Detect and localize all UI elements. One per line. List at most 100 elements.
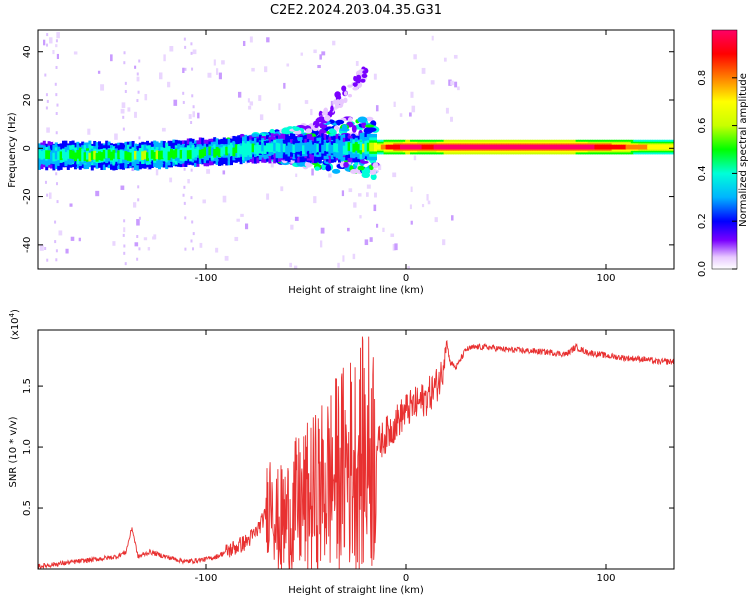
spectrogram-ridge-cell xyxy=(218,148,221,158)
spectrogram-speckle xyxy=(121,102,126,108)
spectrogram-speckle xyxy=(399,113,403,117)
figure-title: C2E2.2024.203.04.35.G31 xyxy=(270,3,442,18)
spectrogram-speckle xyxy=(202,199,206,204)
spectrogram-speckle xyxy=(123,61,126,65)
spectrogram-speckle xyxy=(221,60,225,65)
spectrogram-speckle xyxy=(169,177,173,183)
spectrogram-speckle xyxy=(182,67,185,74)
spectrogram-speckle xyxy=(192,247,195,251)
spectrogram-speckle xyxy=(122,127,125,131)
colorbar-tick-label: 0.4 xyxy=(697,165,708,181)
spectrogram-ridge-core xyxy=(380,144,384,150)
spectrogram-speckle xyxy=(390,233,395,237)
spectrogram-ridge-core xyxy=(493,144,497,150)
spectrogram-speckle xyxy=(286,63,290,67)
spectrogram-speckle xyxy=(377,164,382,171)
spectrogram-ridge-core xyxy=(534,144,538,150)
spectrogram-ridge-cell xyxy=(347,142,351,151)
spectrogram-ridge-core xyxy=(649,144,653,150)
spectrogram-speckle xyxy=(192,49,197,55)
spectrogram-speckle xyxy=(46,127,50,133)
spectrogram-speckle xyxy=(247,98,250,103)
spectrogram-ridge-core xyxy=(455,144,459,150)
spectrogram-ridge-cell xyxy=(153,151,157,161)
spectrogram-ridge-core xyxy=(582,144,586,150)
spectrogram-speckle xyxy=(137,90,140,94)
spectrogram-ridge-core xyxy=(383,144,387,150)
spectrogram-ridge-core xyxy=(587,144,591,150)
spectrogram-ridge-core xyxy=(640,144,643,150)
spectrogram-speckle xyxy=(56,182,59,186)
spectrogram-ridge-core xyxy=(402,144,406,150)
spectrogram-ridge-cell xyxy=(357,144,361,153)
spectrogram-ridge-cell xyxy=(107,149,111,159)
spectrogram-blob xyxy=(317,116,325,123)
spectrogram-ridge-cell xyxy=(251,143,255,153)
spectrogram-blob xyxy=(336,120,341,126)
spectrogram-ridge-cell xyxy=(369,142,373,152)
spectrogram-ridge-core xyxy=(570,144,574,150)
spectrogram-blob xyxy=(347,84,353,88)
spectrogram-speckle xyxy=(251,67,255,72)
spectrogram-ridge-core xyxy=(464,144,468,150)
spectrogram-speckle xyxy=(190,168,193,172)
spectrogram-speckle xyxy=(190,42,193,46)
spectrogram-speckle xyxy=(355,61,359,66)
spectrogram-ridge-cell xyxy=(184,147,188,157)
spectrogram-speckle xyxy=(55,39,58,43)
spectrogram-ridge-core xyxy=(637,144,641,150)
spectrogram-speckle xyxy=(270,161,274,168)
spectrogram-speckle xyxy=(54,240,57,244)
spectrogram-speckle xyxy=(54,220,57,224)
spectrogram-ridge-cell xyxy=(138,152,142,162)
spectrogram-ridge-cell xyxy=(220,147,224,157)
spectrogram-ridge-cell xyxy=(374,142,377,152)
spectrogram-speckle xyxy=(184,216,187,220)
spectrogram-speckle xyxy=(234,236,239,242)
spectrogram-ridge-core xyxy=(635,144,639,150)
snr-ytick-label: 1.5 xyxy=(22,378,33,394)
spectrogram-ridge-core xyxy=(580,144,583,150)
spectrogram-blob xyxy=(331,168,341,174)
spectrogram-speckle xyxy=(218,72,222,80)
snr-xlabel: Height of straight line (km) xyxy=(288,585,424,596)
spectrogram-ridge-cell xyxy=(86,150,89,160)
spectrogram-ridge-cell xyxy=(278,143,281,153)
spectrogram-ridge-cell xyxy=(282,143,286,153)
spectrogram-speckle xyxy=(87,128,91,135)
spectrogram-speckle xyxy=(289,262,293,268)
spectrogram-ridge-core xyxy=(592,144,595,150)
spectrogram-ridge-core xyxy=(460,144,463,150)
snr-xtick-label: 0 xyxy=(403,573,409,584)
spectrogram-ridge-cell xyxy=(215,146,219,156)
spectrogram-speckle xyxy=(434,217,438,223)
spectrogram-speckle xyxy=(182,91,185,95)
colorbar-tick-label: 0.2 xyxy=(697,213,708,229)
spectrogram-ridge-core xyxy=(608,144,612,150)
spectrogram-ridge-core xyxy=(606,144,610,150)
spectrogram-ridge-cell xyxy=(134,150,137,160)
spectrogram-blob xyxy=(372,162,379,169)
spectrogram-speckle xyxy=(421,204,425,208)
spectrogram-speckle xyxy=(138,136,141,140)
spectrogram-speckle xyxy=(122,233,125,237)
spectrogram-ridge-cell xyxy=(141,151,145,161)
spectrogram-ytick-label: -20 xyxy=(22,188,33,204)
spectrogram-blob xyxy=(357,116,368,123)
spectrogram-ridge-cell xyxy=(95,152,99,162)
spectrogram-ridge-cell xyxy=(81,150,85,160)
spectrogram-ridge-core xyxy=(664,144,667,150)
spectrogram-ridge-cell xyxy=(328,144,332,154)
spectrogram-ridge-cell xyxy=(311,144,315,154)
spectrogram-speckle xyxy=(137,198,140,202)
spectrogram-speckle xyxy=(55,249,58,253)
spectrogram-ridge-cell xyxy=(321,144,325,154)
spectrogram-speckle xyxy=(169,46,174,52)
spectrogram-speckle xyxy=(393,101,396,108)
spectrogram-speckle xyxy=(100,84,105,91)
spectrogram-ridge-cell xyxy=(45,150,49,159)
spectrogram-speckle xyxy=(264,66,268,73)
spectrogram-speckle xyxy=(249,36,253,43)
spectrogram-ridge-cell xyxy=(318,143,322,153)
spectrogram-blob xyxy=(347,93,353,98)
